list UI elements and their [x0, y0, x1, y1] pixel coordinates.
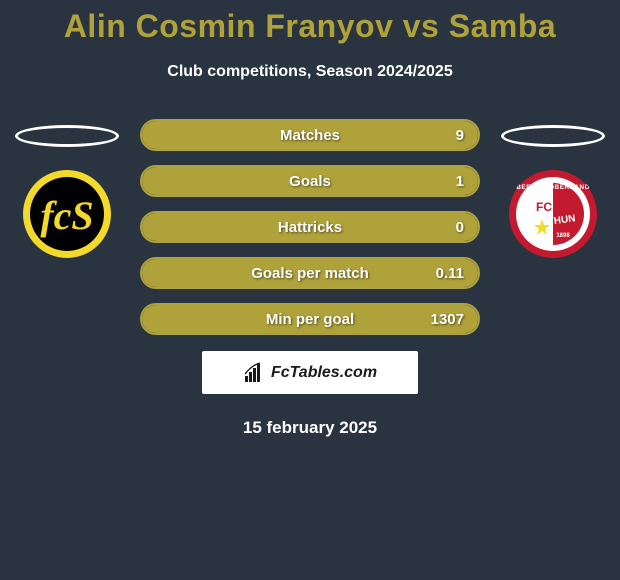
stat-label: Matches: [280, 127, 340, 144]
stat-value: 1307: [431, 311, 464, 328]
date-line: 15 february 2025: [0, 418, 620, 438]
brand-badge[interactable]: FcTables.com: [202, 351, 418, 394]
stat-value: 1: [456, 173, 464, 190]
svg-text:1898: 1898: [556, 233, 570, 239]
left-column: fcS: [12, 119, 122, 259]
stat-label: Hattricks: [278, 219, 342, 236]
stat-label: Goals: [289, 173, 331, 190]
fc-thun-logo-icon: BERNER OBERLAND FC THUN 1898: [508, 169, 598, 259]
stat-bar: Matches 9: [140, 119, 480, 151]
svg-text:fcS: fcS: [40, 193, 93, 238]
page-subtitle: Club competitions, Season 2024/2025: [0, 63, 620, 81]
content-row: fcS Matches 9 Goals 1 Hattricks 0 Goals per ma…: [0, 119, 620, 335]
page-title: Alin Cosmin Franyov vs Samba: [0, 8, 620, 45]
stat-bar: Goals per match 0.11: [140, 257, 480, 289]
schaffhausen-logo-icon: fcS: [22, 169, 112, 259]
stats-column: Matches 9 Goals 1 Hattricks 0 Goals per match 0…: [140, 119, 480, 335]
svg-text:BERNER OBERLAND: BERNER OBERLAND: [516, 184, 590, 191]
player-silhouette-right: [501, 125, 605, 147]
stat-value: 0: [456, 219, 464, 236]
stat-bar: Hattricks 0: [140, 211, 480, 243]
stat-value: 9: [456, 127, 464, 144]
player-silhouette-left: [15, 125, 119, 147]
brand-text: FcTables.com: [271, 364, 377, 382]
right-column: BERNER OBERLAND FC THUN 1898: [498, 119, 608, 259]
svg-text:FC: FC: [536, 200, 552, 214]
stat-label: Goals per match: [251, 265, 369, 282]
club-logo-left: fcS: [22, 169, 112, 259]
stat-value: 0.11: [436, 265, 464, 282]
bars-chart-icon: [243, 362, 265, 384]
infographic-container: Alin Cosmin Franyov vs Samba Club compet…: [0, 0, 620, 438]
stat-bar: Min per goal 1307: [140, 303, 480, 335]
club-logo-right: BERNER OBERLAND FC THUN 1898: [508, 169, 598, 259]
stat-label: Min per goal: [266, 311, 354, 328]
stat-bar: Goals 1: [140, 165, 480, 197]
